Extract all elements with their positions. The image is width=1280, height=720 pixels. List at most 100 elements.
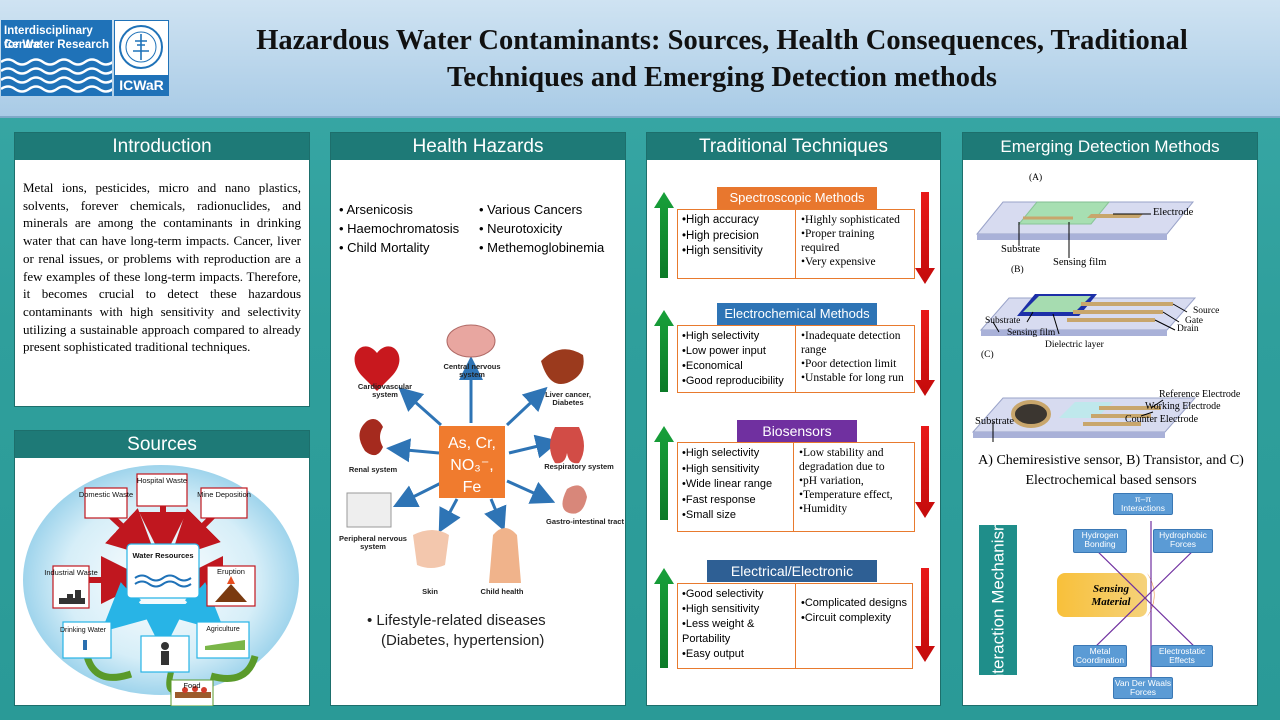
up-arrow-icon — [654, 426, 674, 520]
gastro-label: Gastro-intestinal tract — [546, 517, 624, 526]
pro-item: Good selectivity — [682, 587, 791, 602]
hazard-item: Child Mortality — [339, 238, 459, 257]
working-electrode-label: Working Electrode — [1145, 401, 1221, 412]
metal-coordination: Metal Coordination — [1073, 645, 1127, 667]
metals-line-2: NO₃⁻, Fe — [450, 457, 494, 496]
icwar-label: ICWaR — [115, 75, 168, 95]
water-resources-box — [126, 543, 200, 599]
water-resources-label: Water Resources — [133, 551, 194, 560]
con-item: Unstable for long run — [801, 371, 911, 385]
cons-list: Complicated designs Circuit complexity — [797, 584, 913, 668]
mine-label: Mine Deposition — [197, 490, 251, 499]
hazard-list-left: Arsenicosis Haemochromatosis Child Morta… — [339, 200, 459, 257]
up-arrow-icon — [654, 568, 674, 668]
up-arrow-icon — [654, 192, 674, 278]
method-heading-electrochemical: Electrochemical Methods — [717, 303, 877, 325]
child-label: Child health — [480, 587, 524, 596]
analyte-label: Analyte — [1160, 588, 1170, 616]
down-arrow-icon — [915, 192, 935, 284]
pro-item: Fast response — [682, 493, 789, 509]
nerves-icon — [346, 492, 392, 528]
logo-line-1: Interdisciplinary Centre — [4, 25, 93, 51]
pro-item: High sensitivity — [682, 244, 791, 260]
hands-icon — [413, 530, 449, 568]
con-item: Very expensive — [801, 255, 911, 269]
title-line-2: Techniques and Emerging Detection method… — [447, 62, 997, 93]
sensing-film-label-a: Sensing film — [1053, 257, 1107, 268]
pro-item: Wide linear range — [682, 477, 789, 493]
skin-label: Skin — [422, 587, 438, 596]
down-arrow-icon — [915, 310, 935, 396]
respiratory-label: Respiratory system — [544, 462, 614, 471]
sensing-film-label-b: Sensing film — [1007, 328, 1056, 338]
wave-icon — [1, 58, 112, 93]
method-heading-spectroscopic: Spectroscopic Methods — [717, 187, 877, 209]
pro-item: Good reproducibility — [682, 374, 791, 389]
con-item: pH variation, — [799, 474, 911, 488]
traditional-panel: Traditional Techniques Spectroscopic Met… — [646, 132, 941, 706]
down-arrow-icon — [915, 426, 935, 518]
sensor-diagrams — [971, 201, 1197, 442]
method-box-biosensors: High selectivity High sensitivity Wide l… — [677, 442, 915, 532]
brain-icon — [446, 324, 496, 358]
lifestyle-line-2: (Diabetes, hypertension) — [381, 632, 545, 649]
pro-item: High accuracy — [682, 213, 791, 229]
van-der-waals-forces: Van Der Waals Forces — [1113, 677, 1173, 699]
kidney-icon — [359, 419, 383, 456]
con-item: Inadequate detection range — [801, 329, 911, 357]
cardio-label: Cardiovascular system — [357, 382, 413, 399]
introduction-panel: Introduction Metal ions, pesticides, mic… — [14, 132, 310, 407]
icwar-logo: ICWaR — [114, 20, 169, 96]
sources-heading: Sources — [15, 431, 309, 459]
emerging-heading: Emerging Detection Methods — [963, 133, 1257, 161]
con-item: Low stability and degradation due to — [799, 446, 911, 474]
cns-label: Central nervous system — [443, 362, 501, 379]
industrial-label: Industrial Waste — [44, 568, 98, 577]
peripheral-label: Peripheral nervous system — [339, 534, 407, 551]
iisc-seal-icon — [119, 25, 163, 69]
hazard-list-right: Various Cancers Neurotoxicity Methemoglo… — [479, 200, 604, 257]
poster-header: Interdisciplinary Centre for Water Resea… — [0, 0, 1280, 118]
hazard-item: Haemochromatosis — [339, 219, 459, 238]
cons-list: Highly sophisticated Proper training req… — [797, 210, 915, 278]
con-item: Highly sophisticated — [801, 213, 911, 227]
cons-list: Inadequate detection range Poor detectio… — [797, 326, 915, 392]
label-a: (A) — [1029, 173, 1043, 183]
hazard-item: Methemoglobinemia — [479, 238, 604, 257]
pros-list: High selectivity High sensitivity Wide l… — [678, 443, 794, 531]
pipi-interactions: π–π Interactions — [1113, 493, 1173, 515]
lifestyle-note: • Lifestyle-related diseases (Diabetes, … — [367, 611, 546, 651]
agriculture-label: Agriculture — [206, 626, 240, 633]
pros-list: Good selectivity High sensitivity Less w… — [678, 584, 796, 668]
electrode-label: Electrode — [1153, 207, 1194, 218]
pros-list: High selectivity Low power input Economi… — [678, 326, 796, 392]
hazard-item: Arsenicosis — [339, 200, 459, 219]
method-box-electrochemical: High selectivity Low power input Economi… — [677, 325, 915, 393]
food-label: Food — [183, 681, 200, 690]
sensor-caption: A) Chemiresistive sensor, B) Transistor,… — [978, 453, 1244, 488]
drain-label: Drain — [1177, 324, 1199, 334]
intestine-icon — [562, 485, 587, 514]
gate-label: Gate — [1185, 316, 1203, 326]
pro-item: Economical — [682, 359, 791, 374]
liver-icon — [541, 349, 584, 385]
method-heading-electrical: Electrical/Electronic — [707, 560, 877, 582]
con-item: Complicated designs — [801, 596, 909, 611]
child-icon — [489, 528, 521, 583]
icwr-logo: Interdisciplinary Centre for Water Resea… — [1, 20, 112, 96]
electrode-disc-c — [1011, 400, 1051, 428]
lungs-icon — [550, 427, 584, 464]
pro-item: High sensitivity — [682, 462, 789, 478]
sources-diagram: Hospital Waste Domestic Waste Mine Depos… — [23, 465, 299, 706]
heart-icon — [354, 346, 400, 391]
pros-list: High accuracy High precision High sensit… — [678, 210, 796, 278]
con-item: Circuit complexity — [801, 611, 909, 626]
renal-label: Renal system — [348, 465, 398, 474]
interaction-mechanism-diagram — [1057, 521, 1202, 677]
hydrophobic-forces: Hydrophobic Forces — [1153, 529, 1213, 553]
method-box-spectroscopic: High accuracy High precision High sensit… — [677, 209, 915, 279]
introduction-heading: Introduction — [15, 133, 309, 161]
label-c: (C) — [981, 350, 994, 360]
pro-item: High selectivity — [682, 329, 791, 344]
sources-panel: Sources — [14, 430, 310, 706]
